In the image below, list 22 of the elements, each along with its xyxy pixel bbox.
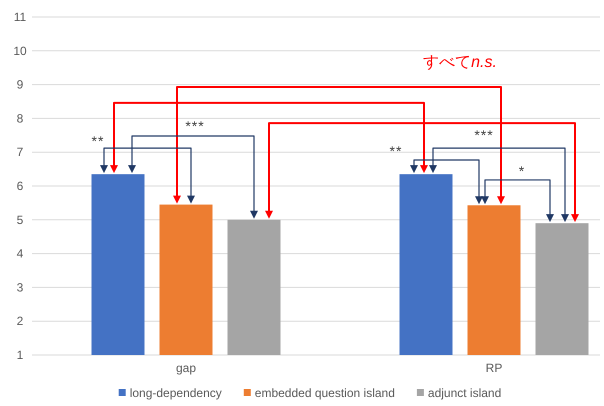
- y-tick-label: 6: [16, 179, 24, 193]
- y-tick-label: 10: [13, 44, 27, 58]
- y-tick-label: 1: [16, 348, 24, 362]
- annotation: **: [92, 133, 104, 149]
- y-tick-label: 9: [16, 78, 24, 92]
- x-tick-label: gap: [176, 361, 196, 375]
- x-tick-label: RP: [486, 361, 502, 375]
- annotation: ***: [474, 127, 494, 143]
- legend-label: long-dependency: [130, 386, 222, 400]
- y-tick-label: 3: [16, 280, 24, 294]
- y-tick-label: 7: [16, 145, 24, 160]
- y-tick-label: 2: [16, 314, 24, 328]
- y-tick-label: 5: [16, 212, 24, 227]
- annotation: すべてn.s.: [423, 54, 497, 71]
- annotation: **: [390, 143, 402, 159]
- legend-label: adjunct island: [428, 386, 502, 400]
- annotation: *: [518, 163, 526, 179]
- legend-label: embedded question island: [254, 386, 395, 400]
- y-tick-label: 11: [14, 10, 27, 24]
- annotation: ***: [185, 118, 205, 134]
- y-tick-label: 4: [16, 246, 24, 261]
- y-tick-label: 8: [16, 111, 24, 126]
